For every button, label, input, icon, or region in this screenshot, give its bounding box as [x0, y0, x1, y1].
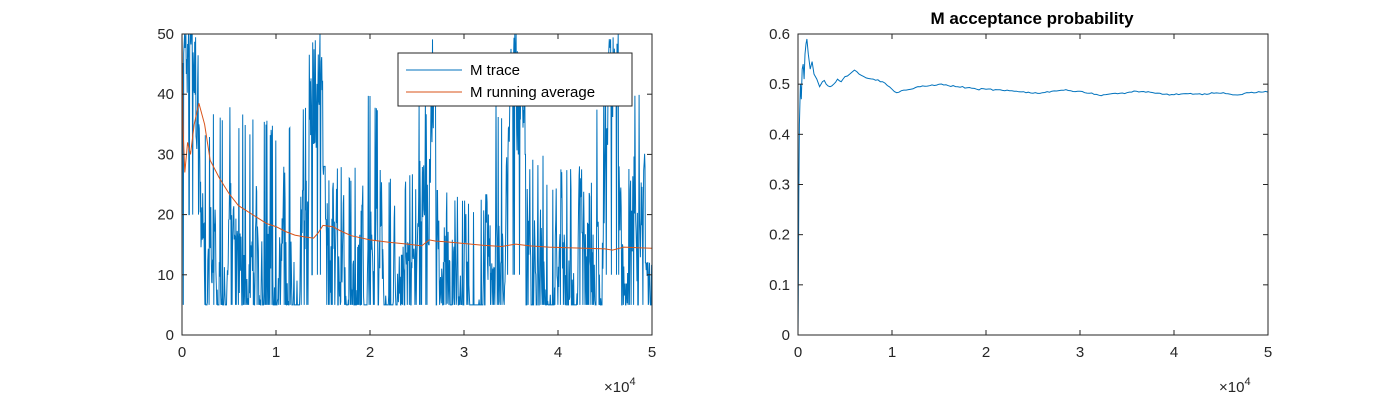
left-x-tick-label: 5 [648, 344, 656, 361]
series-m-running-average [182, 34, 652, 251]
legend-label-m-trace: M trace [470, 62, 520, 79]
right-axis-ticks [797, 33, 1269, 336]
right-y-tick-label: 0.2 [769, 227, 790, 244]
right-x-tick-label: 1 [888, 344, 896, 361]
series-m-acceptance-probability [798, 38, 1268, 335]
left-x-tick-label: 0 [178, 344, 186, 361]
left-x-tick-label: 1 [272, 344, 280, 361]
right-plot-lines [798, 38, 1268, 335]
left-y-tick-label: 0 [166, 327, 174, 344]
right-y-tick-label: 0 [782, 327, 790, 344]
right-y-tick-label: 0.1 [769, 277, 790, 294]
right-tick-labels: 0 1 2 3 4 5 0 0.1 0.2 0.3 0.4 0.5 0.6 [769, 26, 1272, 361]
series-m-trace [182, 34, 652, 306]
left-y-tick-label: 10 [157, 267, 174, 284]
left-axis-ticks [181, 33, 653, 336]
left-y-tick-label: 40 [157, 86, 174, 103]
right-x-tick-label: 5 [1264, 344, 1272, 361]
left-y-tick-label: 50 [157, 26, 174, 43]
right-y-tick-label: 0.4 [769, 126, 790, 143]
right-chart-title: M acceptance probability [930, 9, 1134, 28]
right-y-tick-label: 0.6 [769, 26, 790, 43]
left-plot-lines [182, 34, 652, 306]
right-axes: M acceptance probability 0 1 2 3 4 5 0 0.1 0.2 0.… [769, 9, 1272, 396]
left-axes-box [181, 33, 653, 336]
right-x-tick-label: 0 [794, 344, 802, 361]
right-x-tick-label: 4 [1170, 344, 1178, 361]
left-x-tick-label: 2 [366, 344, 374, 361]
right-y-tick-label: 0.3 [769, 177, 790, 194]
left-y-tick-label: 30 [157, 146, 174, 163]
right-x-tick-label: 3 [1076, 344, 1084, 361]
right-plot-area [798, 34, 1268, 335]
left-y-tick-label: 20 [157, 207, 174, 224]
left-x-exponent: ×104 [604, 376, 636, 396]
right-x-tick-label: 2 [982, 344, 990, 361]
legend-box [397, 52, 633, 107]
left-x-tick-label: 4 [554, 344, 562, 361]
right-x-exponent: ×104 [1219, 376, 1251, 396]
left-x-tick-label: 3 [460, 344, 468, 361]
legend-label-m-running-average: M running average [470, 84, 595, 101]
right-y-tick-label: 0.5 [769, 76, 790, 93]
left-legend: M trace M running average [397, 52, 633, 107]
